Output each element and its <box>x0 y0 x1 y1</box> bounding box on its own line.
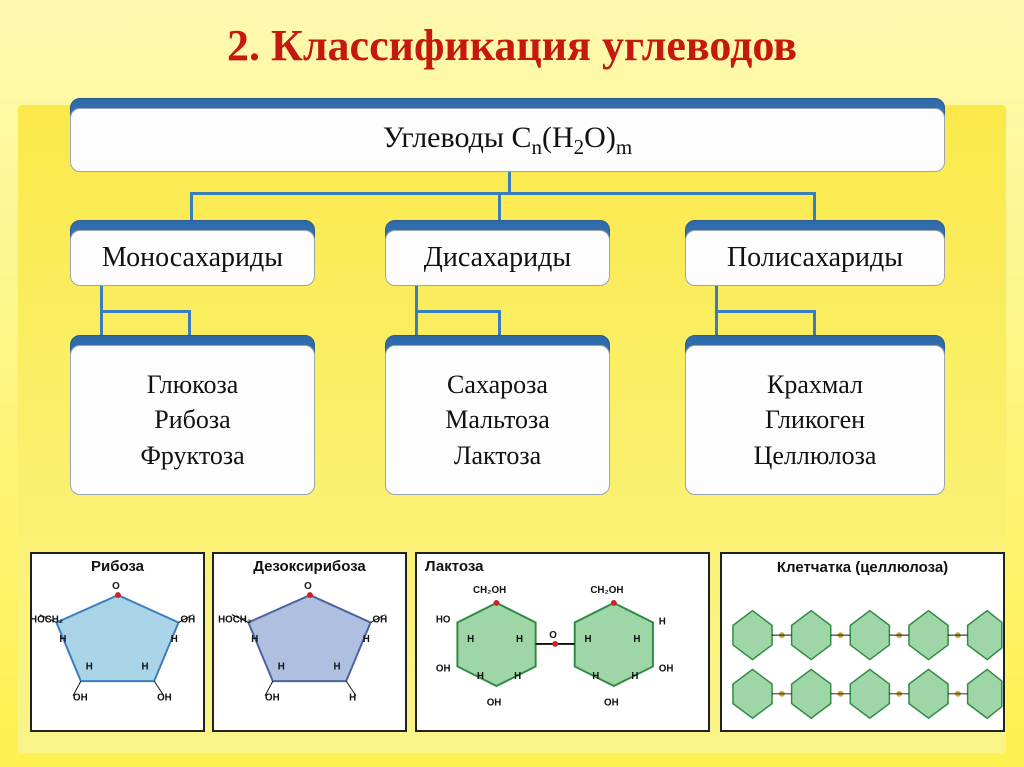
svg-text:H: H <box>251 634 258 645</box>
connector <box>813 192 816 222</box>
example-item: Фруктоза <box>140 438 244 473</box>
svg-text:H: H <box>278 661 285 672</box>
svg-text:HOCH₂: HOCH₂ <box>32 614 63 625</box>
svg-text:OH: OH <box>157 693 172 704</box>
svg-text:H: H <box>631 671 638 682</box>
svg-text:H: H <box>333 661 340 672</box>
ex-box-poly: Крахмал Гликоген Целлюлоза <box>685 345 945 495</box>
molecule-lactose: Лактоза O CH₂OH CH₂OH HO OH OH OH H OH H… <box>415 552 710 732</box>
cat-box-poly: Полисахариды <box>685 230 945 286</box>
root-label: Углеводы Cn(H2O)m <box>383 121 632 160</box>
example-item: Гликоген <box>765 402 865 437</box>
svg-text:OH: OH <box>265 693 280 704</box>
svg-text:H: H <box>514 671 521 682</box>
connector <box>100 310 190 313</box>
svg-text:CH₂OH: CH₂OH <box>473 585 506 596</box>
svg-text:H: H <box>467 634 474 645</box>
example-item: Мальтоза <box>445 402 550 437</box>
svg-text:H: H <box>477 671 484 682</box>
deoxyribose-structure: O OH H OH HOCH₂ H H H H <box>214 554 405 730</box>
svg-text:OH: OH <box>659 663 674 674</box>
svg-text:OH: OH <box>436 663 451 674</box>
svg-text:H: H <box>86 661 93 672</box>
svg-text:OH: OH <box>73 693 88 704</box>
connector <box>190 192 193 222</box>
svg-text:HO: HO <box>436 614 451 625</box>
svg-text:H: H <box>633 634 640 645</box>
cat-label: Дисахариды <box>424 242 571 274</box>
example-item: Лактоза <box>454 438 541 473</box>
example-item: Рибоза <box>154 402 230 437</box>
svg-text:H: H <box>585 634 592 645</box>
svg-text:H: H <box>592 671 599 682</box>
connector <box>498 310 501 336</box>
svg-text:CH₂OH: CH₂OH <box>590 585 623 596</box>
molecule-cellulose: Клетчатка (целлюлоза) <box>720 552 1005 732</box>
molecule-ribose: Рибоза O OH OH OH HOCH₂ H H H H <box>30 552 205 732</box>
svg-text:H: H <box>363 634 370 645</box>
svg-text:H: H <box>171 634 178 645</box>
connector <box>508 172 511 192</box>
example-item: Сахароза <box>447 367 548 402</box>
ex-box-di: Сахароза Мальтоза Лактоза <box>385 345 610 495</box>
connector <box>190 192 815 195</box>
molecule-name: Рибоза <box>32 558 203 575</box>
svg-text:O: O <box>112 581 120 592</box>
connector <box>813 310 816 336</box>
connector <box>415 310 500 313</box>
svg-text:H: H <box>59 634 66 645</box>
molecule-deoxyribose: Дезоксирибоза O OH H OH HOCH₂ H H H H <box>212 552 407 732</box>
cat-box-di: Дисахариды <box>385 230 610 286</box>
example-item: Крахмал <box>767 367 863 402</box>
connector <box>715 310 815 313</box>
molecule-name: Лактоза <box>425 558 483 575</box>
svg-text:H: H <box>141 661 148 672</box>
example-item: Глюкоза <box>147 367 239 402</box>
svg-text:H: H <box>659 616 666 627</box>
connector <box>188 310 191 336</box>
ex-box-mono: Глюкоза Рибоза Фруктоза <box>70 345 315 495</box>
svg-text:OH: OH <box>604 698 619 709</box>
lactose-structure: O CH₂OH CH₂OH HO OH OH OH H OH H H H H H… <box>417 554 708 730</box>
ribose-structure: O OH OH OH HOCH₂ H H H H <box>32 554 203 730</box>
cellulose-structure <box>722 554 1003 730</box>
svg-text:H: H <box>516 634 523 645</box>
molecule-name: Клетчатка (целлюлоза) <box>722 560 1003 577</box>
root-box: Углеводы Cn(H2O)m <box>70 108 945 172</box>
page-title: 2. Классификация углеводов <box>0 20 1024 71</box>
connector <box>498 192 501 222</box>
example-item: Целлюлоза <box>754 438 877 473</box>
cat-box-mono: Моносахариды <box>70 230 315 286</box>
svg-text:O: O <box>304 581 312 592</box>
cat-label: Моносахариды <box>102 242 283 274</box>
cat-label: Полисахариды <box>727 242 903 274</box>
svg-text:O: O <box>549 630 557 641</box>
svg-text:OH: OH <box>487 698 502 709</box>
molecule-name: Дезоксирибоза <box>214 558 405 575</box>
